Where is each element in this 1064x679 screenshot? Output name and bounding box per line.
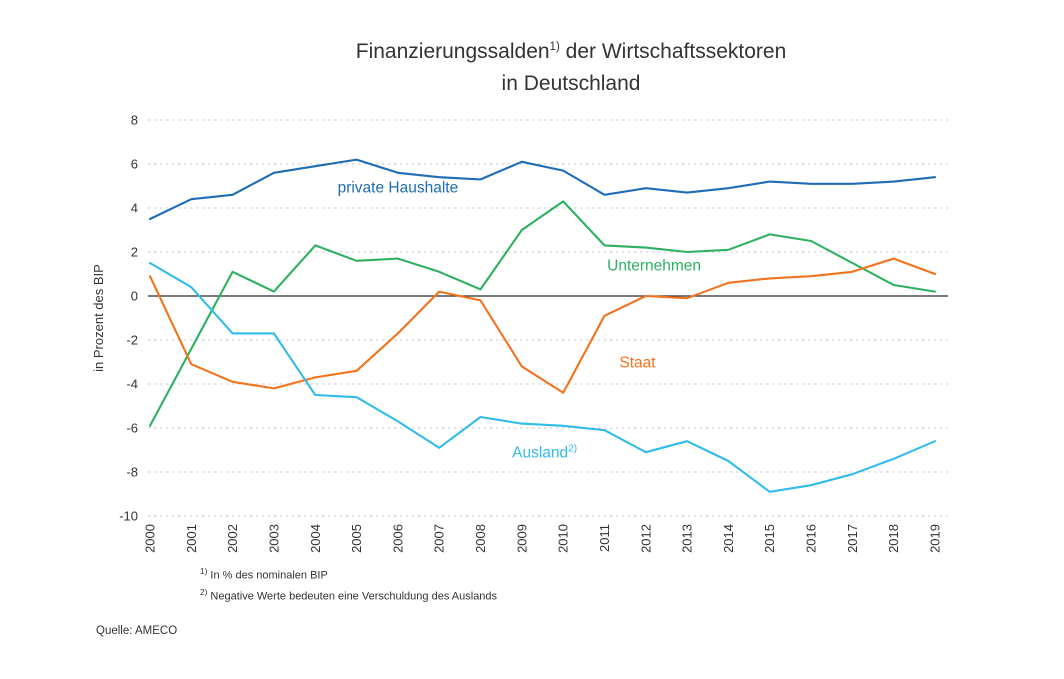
x-tick-label: 2013 xyxy=(680,524,695,553)
x-tick-label: 2004 xyxy=(308,524,323,553)
chart-title-rest: der Wirtschaftssektoren xyxy=(559,40,787,63)
y-tick-label: -10 xyxy=(119,509,138,524)
x-tick-label: 2010 xyxy=(556,524,571,553)
y-tick-label: 6 xyxy=(131,157,138,172)
x-tick-label: 2017 xyxy=(845,524,860,553)
footnotes: 1) In % des nominalen BIP 2) Negative We… xyxy=(200,565,497,607)
series-label-staat: Staat xyxy=(619,355,656,372)
y-tick-label: 4 xyxy=(131,201,138,216)
x-tick-label: 2015 xyxy=(762,524,777,553)
x-tick-label: 2000 xyxy=(143,524,158,553)
chart-title-line2: in Deutschland xyxy=(501,71,641,95)
y-tick-label: -8 xyxy=(126,465,138,480)
x-tick-label: 2012 xyxy=(638,524,653,553)
footnote-2: 2) Negative Werte bedeuten eine Verschul… xyxy=(200,586,497,607)
series-line-ausland xyxy=(148,261,937,493)
y-axis-title: in Prozent des BIP xyxy=(91,264,106,372)
series-line-unternehmen xyxy=(148,200,937,427)
y-tick-label: -4 xyxy=(126,377,138,392)
x-tick-label: 2006 xyxy=(390,524,405,553)
y-tick-label: 8 xyxy=(131,113,138,128)
x-tick-label: 2014 xyxy=(721,524,736,553)
x-tick-label: 2018 xyxy=(886,524,901,553)
y-tick-label: -6 xyxy=(126,421,138,436)
chart-title: Finanzierungssalden1) der Wirtschaftssek… xyxy=(356,36,786,99)
footnote-1-text: In % des nominalen BIP xyxy=(210,569,328,582)
series-label-private-haushalte: private Haushalte xyxy=(338,180,459,197)
x-tick-label: 2002 xyxy=(225,524,240,553)
series-label-unternehmen: Unternehmen xyxy=(607,258,701,275)
chart-title-main: Finanzierungssalden xyxy=(355,40,550,63)
y-tick-label: 0 xyxy=(131,289,138,304)
footnote-1: 1) In % des nominalen BIP xyxy=(200,565,497,586)
x-tick-label: 2009 xyxy=(514,524,529,553)
chart-title-footnote-marker: 1) xyxy=(549,41,560,53)
x-tick-label: 2007 xyxy=(432,524,447,553)
x-tick-label: 2001 xyxy=(184,524,199,553)
x-tick-label: 2019 xyxy=(928,524,943,553)
x-tick-label: 2003 xyxy=(266,524,281,553)
footnote-2-marker: 2) xyxy=(200,587,208,597)
y-tick-label: 2 xyxy=(131,245,138,260)
x-tick-label: 2008 xyxy=(473,524,488,553)
series-line-staat xyxy=(148,257,937,394)
footnote-1-marker: 1) xyxy=(200,567,208,576)
series-label-ausland: Ausland2) xyxy=(512,444,577,462)
footnote-2-text: Negative Werte bedeuten eine Verschuldun… xyxy=(210,590,498,603)
x-tick-label: 2005 xyxy=(349,524,364,553)
x-tick-label: 2011 xyxy=(597,524,612,552)
x-tick-label: 2016 xyxy=(804,524,819,553)
chart-title-line1: Finanzierungssalden1) der Wirtschaftssek… xyxy=(356,36,786,68)
y-tick-label: -2 xyxy=(126,333,138,348)
series-line-private-haushalte xyxy=(148,158,937,221)
source-note: Quelle: AMECO xyxy=(96,625,178,637)
